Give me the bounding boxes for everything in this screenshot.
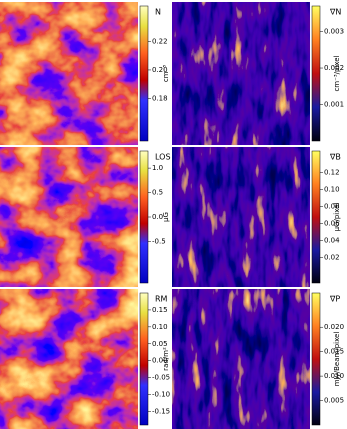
colorbar-tick-label: 0.15: [152, 306, 168, 314]
colorbar: [139, 292, 149, 426]
colorbar-unit: cm⁻³: [162, 65, 170, 82]
colorbar-tick-label: 0.05: [152, 340, 168, 348]
panel-label: ∇B: [329, 153, 341, 162]
colorbar-tick-label: 0.06: [324, 219, 340, 227]
colorbar-unit: μG/pixel: [333, 203, 341, 232]
colorbar-tick-label: 0.10: [324, 185, 340, 193]
colorbar-tick-label: 0.10: [152, 323, 168, 331]
colorbar-unit: cm⁻³/pixel: [333, 55, 341, 91]
colorbar-tick-label: 0.02: [324, 253, 340, 261]
colorbar-tick-label: -0.05: [152, 374, 170, 382]
colorbar-tick-label: -0.5: [152, 237, 166, 245]
colorbar-tick-label: 0.22: [152, 38, 168, 46]
colorbar: [139, 5, 149, 142]
colorbar-tick-label: 0.12: [324, 168, 340, 176]
colorbar-tick-label: 0.020: [324, 323, 344, 331]
colorbar-tick-label: 0.5: [152, 189, 163, 197]
colorbar-tick-label: 0.015: [324, 348, 344, 356]
panel-label: ∇N: [329, 8, 341, 17]
colorbar-tick-label: 0.003: [324, 28, 344, 36]
map-image: [172, 2, 310, 145]
panel-label: LOS B: [155, 153, 179, 162]
colorbar: [311, 5, 321, 142]
colorbar-unit: mJy/Beam/pixel: [333, 332, 341, 387]
panel-label: N: [155, 8, 161, 17]
map-image: [0, 289, 138, 429]
colorbar-tick-label: 0.04: [324, 236, 340, 244]
colorbar-tick-label: 0.18: [152, 94, 168, 102]
colorbar-tick-label: 0.20: [152, 66, 168, 74]
colorbar: [311, 150, 321, 284]
map-image: [172, 147, 310, 287]
colorbar-tick-label: 0.08: [324, 202, 340, 210]
colorbar-tick-label: 1.0: [152, 164, 163, 172]
colorbar: [139, 150, 149, 284]
map-image: [172, 289, 310, 429]
colorbar-tick-label: 0.001: [324, 101, 344, 109]
colorbar-tick-label: 0.0: [152, 213, 163, 221]
map-image: [0, 147, 138, 287]
colorbar-tick-label: 0.00: [152, 357, 168, 365]
colorbar-tick-label: -0.10: [152, 391, 170, 399]
colorbar-unit: μG: [162, 212, 170, 222]
colorbar-tick-label: -0.15: [152, 407, 170, 415]
map-image: [0, 2, 138, 145]
colorbar-tick-label: 0.002: [324, 64, 344, 72]
colorbar-tick-label: 0.005: [324, 397, 344, 405]
panel-label: ∇P: [329, 295, 340, 304]
colorbar-unit: rad/m²: [162, 347, 170, 371]
colorbar: [311, 292, 321, 426]
colorbar-tick-label: 0.010: [324, 372, 344, 380]
panel-label: RM: [155, 295, 168, 304]
